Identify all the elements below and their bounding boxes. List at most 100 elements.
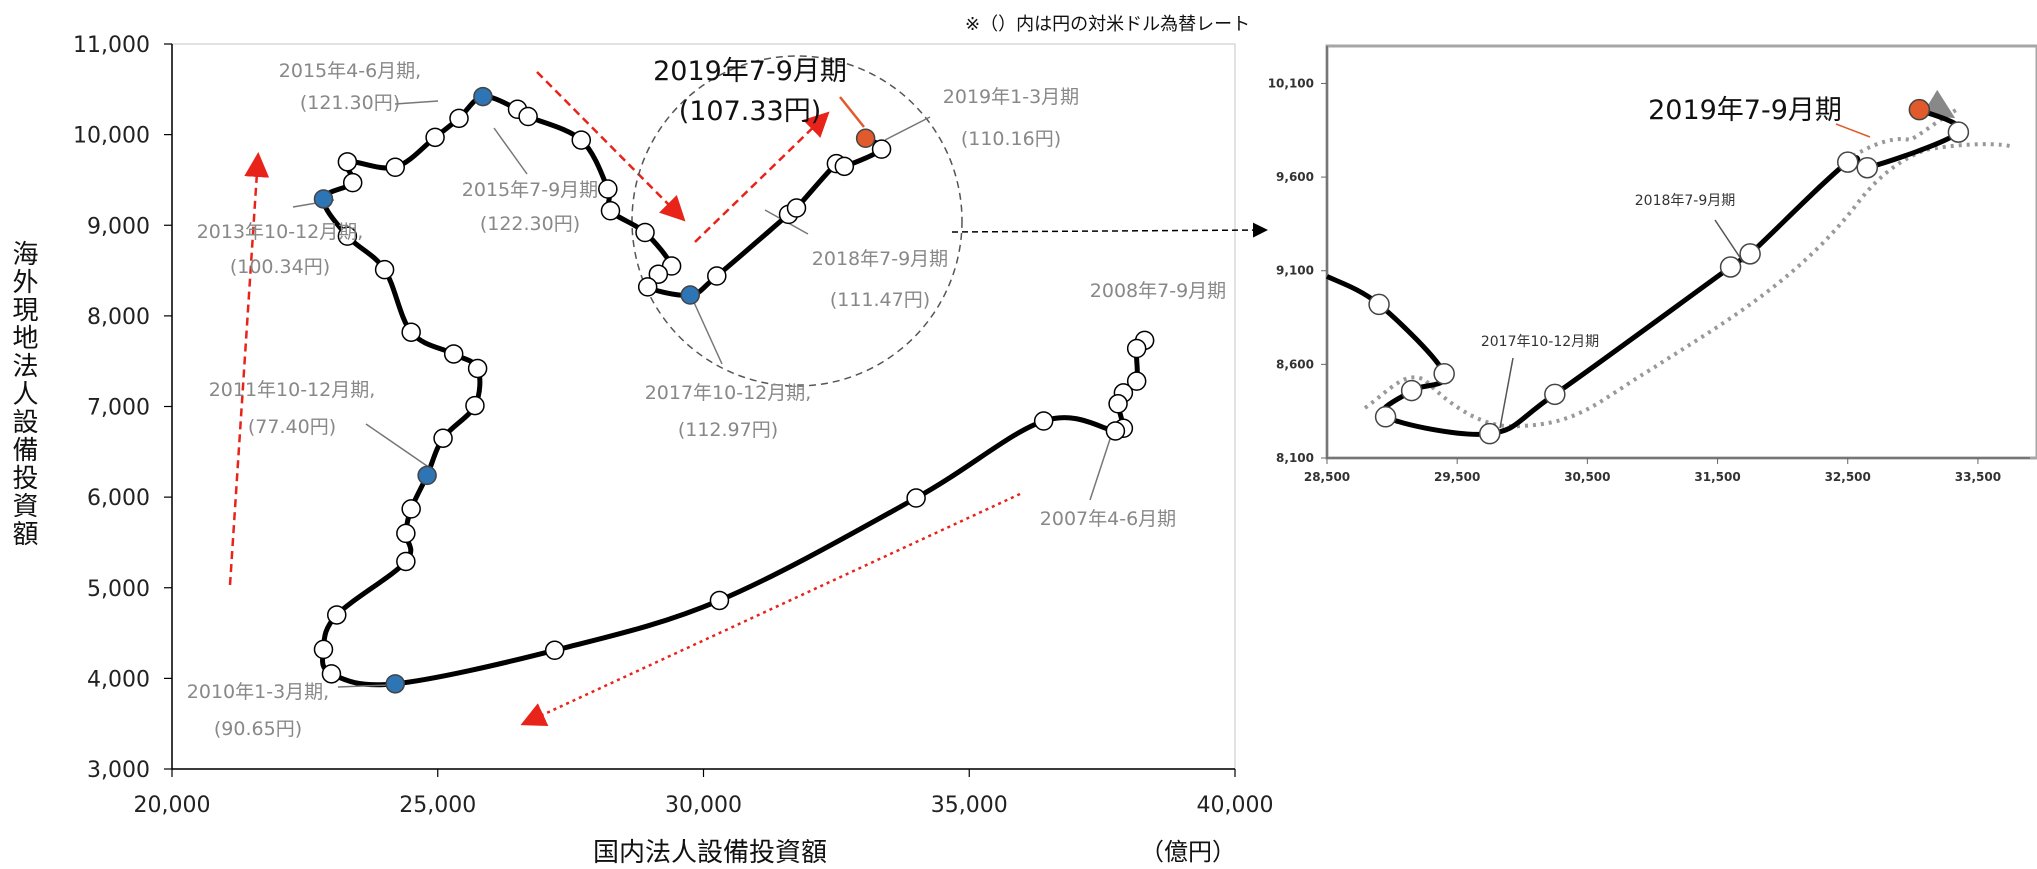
annotation-line: (107.33円) — [679, 96, 822, 127]
data-point — [433, 428, 453, 448]
inset-x-tick-label: 29,500 — [1434, 470, 1480, 484]
inset-highlight-point — [1908, 98, 1931, 121]
data-point — [401, 322, 421, 342]
data-point — [544, 640, 565, 661]
inset-data-point — [1856, 156, 1879, 179]
data-point — [327, 605, 347, 625]
x-tick-label: 40,000 — [1197, 793, 1274, 818]
data-point — [906, 488, 926, 508]
annotation-line: (110.16円) — [961, 128, 1061, 150]
inset-x-tick-label: 28,500 — [1304, 470, 1350, 484]
x-tick-label: 25,000 — [399, 793, 476, 818]
data-point — [425, 127, 445, 148]
highlight-point — [473, 86, 493, 107]
annotation-line: (122.30円) — [480, 213, 580, 235]
inset-annotation-label: 2018年7-9月期 — [1635, 193, 1736, 209]
annotation-label: 2007年4-6月期 — [1040, 508, 1176, 530]
highlight-point — [680, 285, 700, 305]
data-point — [707, 266, 727, 286]
inset-data-point — [1947, 121, 1970, 143]
data-point — [648, 264, 669, 284]
annotation-label: 2017年10-12月期, (112.97円) — [645, 382, 812, 441]
plot-frame — [171, 43, 1236, 770]
annotation-label: 2015年7-9月期 (122.30円) — [462, 179, 598, 235]
annotation-line: 2018年7-9月期 — [812, 248, 948, 270]
y-tick-label: 8,000 — [87, 305, 150, 330]
annotation-leader — [337, 684, 391, 688]
data-point — [396, 523, 416, 544]
data-point — [385, 157, 405, 177]
data-point — [467, 358, 488, 379]
annotation-line: 2007年4-6月期 — [1040, 508, 1176, 530]
inset-data-point — [1478, 422, 1501, 445]
data-point — [374, 259, 395, 280]
inset-x-tick-label: 30,500 — [1564, 470, 1610, 484]
annotation-label: 2019年1-3月期 (110.16円) — [943, 86, 1079, 150]
annotation-leader — [394, 100, 439, 105]
annotation-line: 2011年10-12月期, — [209, 379, 376, 401]
y-tick-label: 10,000 — [73, 124, 150, 149]
annotation-label: 2019年7-9月期 (107.33円) — [653, 56, 847, 127]
annotation-line: 2008年7-9月期 — [1090, 280, 1226, 302]
y-tick-label: 4,000 — [87, 667, 150, 692]
exchange-rate-note: ※（）内は円の対米ドル為替レート — [965, 14, 1251, 35]
inset-data-point — [1544, 383, 1566, 406]
data-point — [465, 395, 485, 416]
annotation-line: (121.30円) — [300, 92, 400, 114]
annotation-label: 2018年7-9月期 (111.47円) — [812, 248, 948, 311]
annotation-line: 2015年4-6月期, — [279, 60, 421, 82]
annotation-label: 2011年10-12月期, (77.40円) — [209, 379, 376, 438]
annotation-line: 2010年1-3月期, — [187, 681, 329, 703]
inset-data-point — [1739, 243, 1761, 265]
highlight-point — [385, 674, 405, 694]
annotation-line: (100.34円) — [230, 256, 330, 278]
trend-arrow-recovery — [694, 111, 830, 243]
inset-data-point — [1400, 379, 1423, 402]
annotation-line: (112.97円) — [678, 419, 778, 441]
inset-data-point — [1368, 293, 1390, 316]
inset-annotation-leader — [1714, 219, 1744, 263]
highlight-point — [313, 189, 334, 209]
data-point — [449, 108, 469, 129]
data-point — [313, 639, 334, 660]
y-tick-label: 9,000 — [87, 214, 150, 239]
x-tick-label: 35,000 — [931, 793, 1008, 818]
annotation-leader — [493, 127, 528, 175]
data-point — [337, 152, 358, 172]
y-tick-label: 11,000 — [73, 33, 150, 58]
data-point — [396, 551, 416, 572]
trend-arrow-down — [536, 71, 686, 222]
annotation-line: (111.47円) — [830, 289, 930, 311]
annotation-leader — [365, 423, 431, 469]
y-axis-title: 海外現地法人設備投資額 — [8, 240, 38, 548]
y-tick-label: 7,000 — [87, 396, 150, 421]
annotation-line: 2019年1-3月期 — [943, 86, 1079, 108]
data-point — [709, 590, 730, 611]
inset-annotation-label: 2017年10-12月期 — [1481, 334, 1599, 350]
data-point — [1033, 411, 1054, 431]
annotation-line: 2015年7-9月期 — [462, 179, 598, 201]
x-tick-label: 20,000 — [134, 793, 211, 818]
inset-x-tick-label: 31,500 — [1694, 470, 1740, 484]
annotation-line: 2017年10-12月期, — [645, 382, 812, 404]
annotation-line: (90.65円) — [214, 718, 302, 740]
annotation-leader — [1089, 429, 1114, 501]
annotation-line: 2013年10-12月期, — [197, 221, 364, 243]
annotation-leader — [839, 96, 865, 128]
inset-data-point — [1719, 256, 1742, 278]
zoom-circle — [631, 55, 963, 387]
data-point — [518, 106, 538, 127]
inset-y-tick-label: 8,100 — [1276, 451, 1314, 465]
trend-arrow-decline — [520, 492, 1021, 726]
data-point — [635, 222, 655, 243]
inset-data-point — [1374, 406, 1397, 428]
data-point — [600, 201, 621, 221]
highlight-point — [855, 128, 876, 148]
inset-annotation-label: 2019年7-9月期 — [1648, 95, 1842, 126]
annotation-line: 2019年7-9月期 — [653, 56, 847, 87]
inset-y-tick-label: 10,100 — [1268, 76, 1314, 90]
x-tick-label: 30,000 — [665, 793, 742, 818]
inset-x-tick-label: 32,500 — [1825, 470, 1871, 484]
data-point — [1108, 394, 1128, 414]
